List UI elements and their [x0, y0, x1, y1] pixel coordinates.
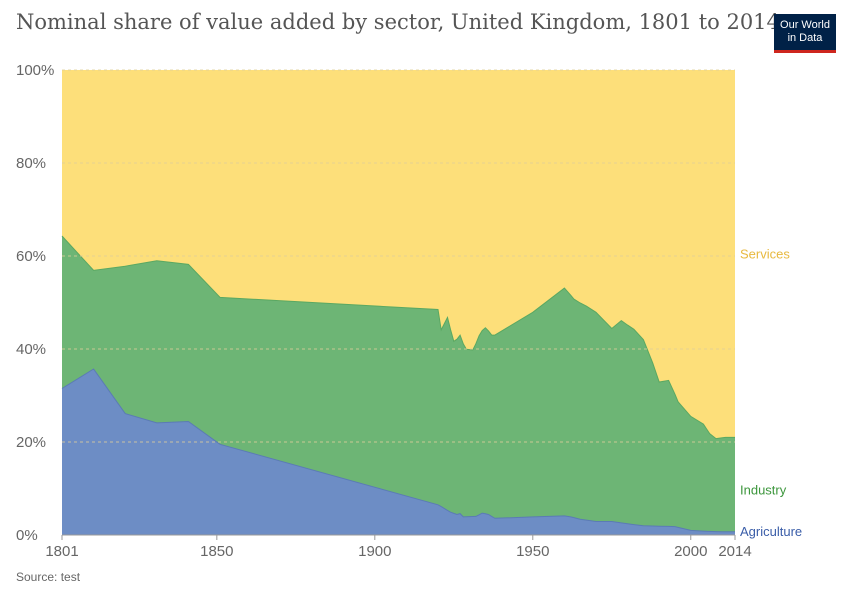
y-tick-label: 40%	[16, 341, 46, 358]
source-note[interactable]: Source: test	[16, 570, 81, 584]
x-tick-label: 2014	[718, 543, 751, 560]
y-tick-label: 20%	[16, 434, 46, 451]
agriculture-boundary-line	[61, 368, 735, 533]
logo-line-2: in Data	[787, 32, 823, 44]
series-label-services: Services	[740, 247, 790, 262]
series-label-industry: Industry	[740, 482, 787, 497]
y-tick-label: 100%	[16, 62, 54, 79]
agriculture-area	[62, 369, 735, 535]
y-tick-label: 80%	[16, 155, 46, 172]
logo-line-1: Our World	[780, 19, 830, 31]
y-tick-label: 0%	[16, 527, 38, 544]
industry-boundary-line	[61, 235, 735, 440]
x-tick-label: 1801	[45, 543, 78, 560]
owid-logo[interactable]: Our World in Data	[774, 14, 836, 53]
x-tick-label: 1850	[200, 543, 233, 560]
plot-area: 0% 20% 40% 60% 80% 100% 1801 1850 1900 1950 2000 20…	[16, 62, 802, 560]
y-tick-label: 60%	[16, 248, 46, 265]
x-tick-label: 1900	[358, 543, 391, 560]
chart-title: Nominal share of value added by sector, …	[16, 10, 780, 34]
x-tick-label: 2000	[674, 543, 707, 560]
series-label-agriculture: Agriculture	[740, 524, 802, 539]
x-tick-label: 1950	[516, 543, 549, 560]
